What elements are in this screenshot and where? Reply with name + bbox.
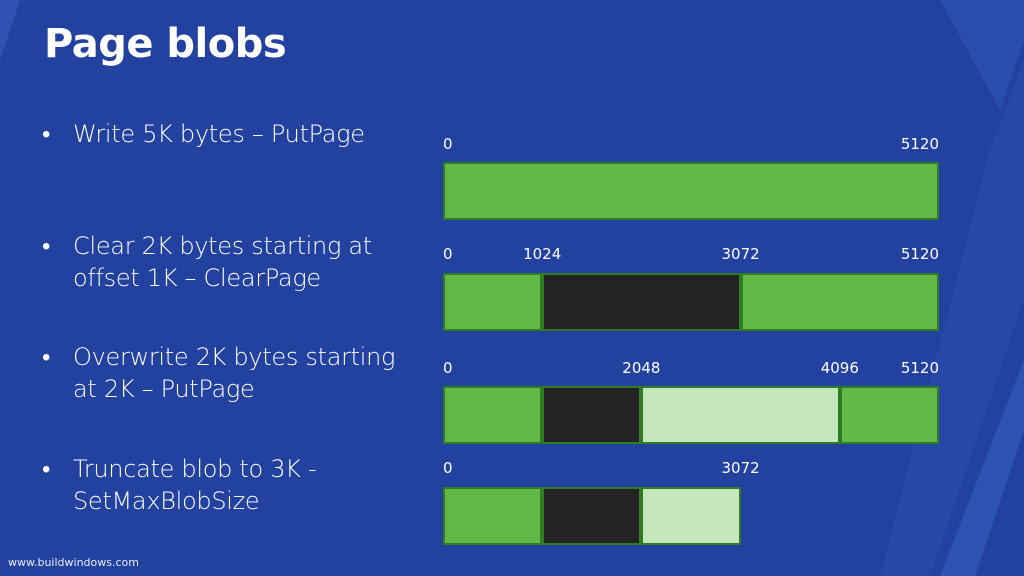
tick-label: 0 (443, 135, 453, 153)
bullet-marker: • (42, 120, 51, 148)
segment-written (443, 273, 543, 331)
segment-written (443, 487, 543, 545)
tick-label: 0 (443, 245, 453, 263)
bullet-text: Truncate blob to 3K - SetMaxBlobSize (73, 455, 317, 515)
segment-written (740, 273, 939, 331)
segment-cleared (542, 273, 741, 331)
blob-bar (443, 487, 741, 545)
blob-bar (443, 162, 939, 220)
tick-label: 2048 (622, 359, 661, 377)
slide-title: Page blobs (44, 21, 287, 67)
blob-bar (443, 273, 939, 331)
segment-written (443, 162, 939, 220)
bullet-text: Write 5K bytes – PutPage (73, 120, 365, 148)
segment-cleared (542, 487, 642, 545)
tick-label: 5120 (900, 359, 939, 377)
footer-url: www.buildwindows.com (8, 556, 139, 569)
bullet-text: Clear 2K bytes starting at offset 1K – C… (73, 232, 372, 292)
tick-label: 3072 (721, 459, 760, 477)
bullet-marker: • (42, 343, 51, 371)
bullet-marker: • (42, 455, 51, 483)
tick-label: 5120 (900, 135, 939, 153)
bullet-text: Overwrite 2K bytes starting at 2K – PutP… (73, 343, 396, 403)
tick-label: 1024 (523, 245, 562, 263)
tick-label: 3072 (721, 245, 760, 263)
segment-overwritten (641, 386, 840, 444)
segment-written (443, 386, 543, 444)
blob-bar (443, 386, 939, 444)
tick-label: 5120 (900, 245, 939, 263)
segment-written (839, 386, 939, 444)
segment-cleared (542, 386, 642, 444)
tick-label: 0 (443, 359, 453, 377)
tick-label: 0 (443, 459, 453, 477)
segment-overwritten (641, 487, 741, 545)
tick-label: 4096 (820, 359, 859, 377)
bullet-marker: • (42, 232, 51, 260)
